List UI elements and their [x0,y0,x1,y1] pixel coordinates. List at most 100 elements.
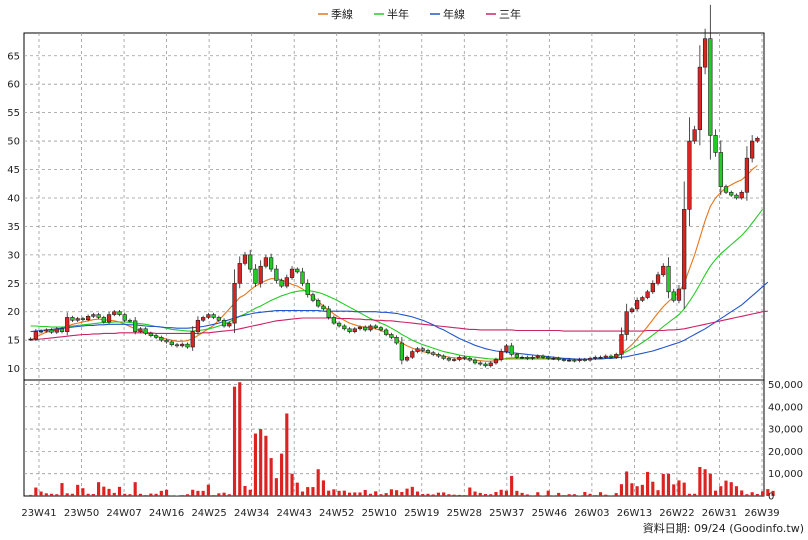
volume-bar [285,413,289,496]
price-tick-label: 20 [7,307,20,318]
volume-bar [29,494,33,496]
volume-bar [164,489,169,496]
volume-bar [238,382,242,496]
volume-bar [452,494,456,496]
legend-label: 季線 [331,7,353,21]
x-tick-label: 26W39 [744,508,779,519]
price-tick-label: 35 [7,222,20,233]
candle-body [750,140,755,159]
volume-tick-label: 0 [768,492,774,503]
candle-body [75,318,80,321]
candle-body [227,322,232,327]
candle-body [645,291,650,298]
volume-bar [112,492,116,496]
price-tick-label: 55 [7,108,20,119]
volume-bar [483,493,488,496]
x-tick-label: 24W16 [149,508,184,519]
volume-bar [123,493,127,496]
candle-body [232,282,237,324]
candle-body [80,318,86,321]
candle-body [577,359,582,361]
x-tick-label: 24W52 [319,508,354,519]
legend-label: 三年 [499,7,521,21]
volume-bar [750,492,754,496]
candle-body [441,355,446,359]
volume-bar [494,491,498,496]
candle-body [321,305,326,310]
candle-body [755,137,760,142]
volume-bar [583,491,587,496]
volume-bar [295,482,299,496]
volume-bar [457,494,461,496]
price-tick-label: 15 [7,336,20,347]
candle-body [106,314,112,323]
volume-bar [243,485,247,496]
candle-body [535,355,540,358]
candle-body [310,294,316,301]
candle-body [28,338,33,341]
candle-body [587,358,593,361]
candle-body [514,354,520,358]
volume-bar [316,469,320,496]
candle-body [546,356,551,359]
x-tick-label: 26W31 [702,508,737,519]
volume-bar [191,489,195,496]
price-tick-label: 40 [7,193,20,204]
volume-bar [666,473,671,496]
volume-bar [138,493,142,496]
candle-body [619,334,624,355]
candle-body [112,311,117,315]
candle-body [368,325,373,331]
candle-body [708,38,713,136]
volume-bar [274,478,278,496]
volume-bar [766,489,770,496]
x-tick-label: 25W46 [532,508,567,519]
candle-body [483,363,488,367]
volume-bar [44,493,48,496]
candle-body [248,254,253,270]
candle-body [295,268,300,273]
volume-bar [264,435,268,496]
volume-bar [536,492,540,496]
candle-body [488,362,493,367]
volume-bar [97,482,101,496]
candle-body [671,291,676,301]
volume-bar [740,490,744,496]
candle-body [478,362,483,365]
candle-body [180,343,185,347]
x-axis: 23W41 23W50 24W07 24W16 24W25 24W34 24W43 24W52… [21,508,779,519]
candle-body [164,339,169,343]
candle-body [331,317,337,324]
x-tick-label: 25W10 [362,508,397,519]
candle-body [122,314,127,321]
candle-body [59,328,65,332]
candle-body [640,297,645,301]
candle-body [723,186,729,193]
volume-tick-label: 10,000 [768,469,803,480]
candle-body [279,280,284,287]
price-axis: 10 15 20 25 30 35 40 45 50 55 60 65 [7,51,20,375]
candle-body [530,356,535,359]
candle-body [504,345,509,352]
candle-body [561,359,567,361]
candle-body [446,358,452,361]
volume-bar [635,486,639,496]
ma-line [30,208,764,361]
volume-bar [724,480,728,496]
candle-body [352,328,357,332]
footer-source: 資料日期: 09/24 (Goodinfo.tw) [643,521,804,535]
candle-body [420,348,425,351]
volume-bar [55,494,59,496]
volume-bar [206,484,210,496]
candle-body [153,335,159,338]
candle-body [211,314,216,318]
candle-body [336,322,342,327]
volume-bar [39,491,43,496]
candle-body [117,311,122,315]
candle-body [253,268,258,284]
volume-bar [504,490,508,496]
volume-tick-label: 30,000 [768,425,803,436]
volume-bar [259,429,263,496]
volume-bar [478,492,482,496]
candle-body [634,300,640,310]
